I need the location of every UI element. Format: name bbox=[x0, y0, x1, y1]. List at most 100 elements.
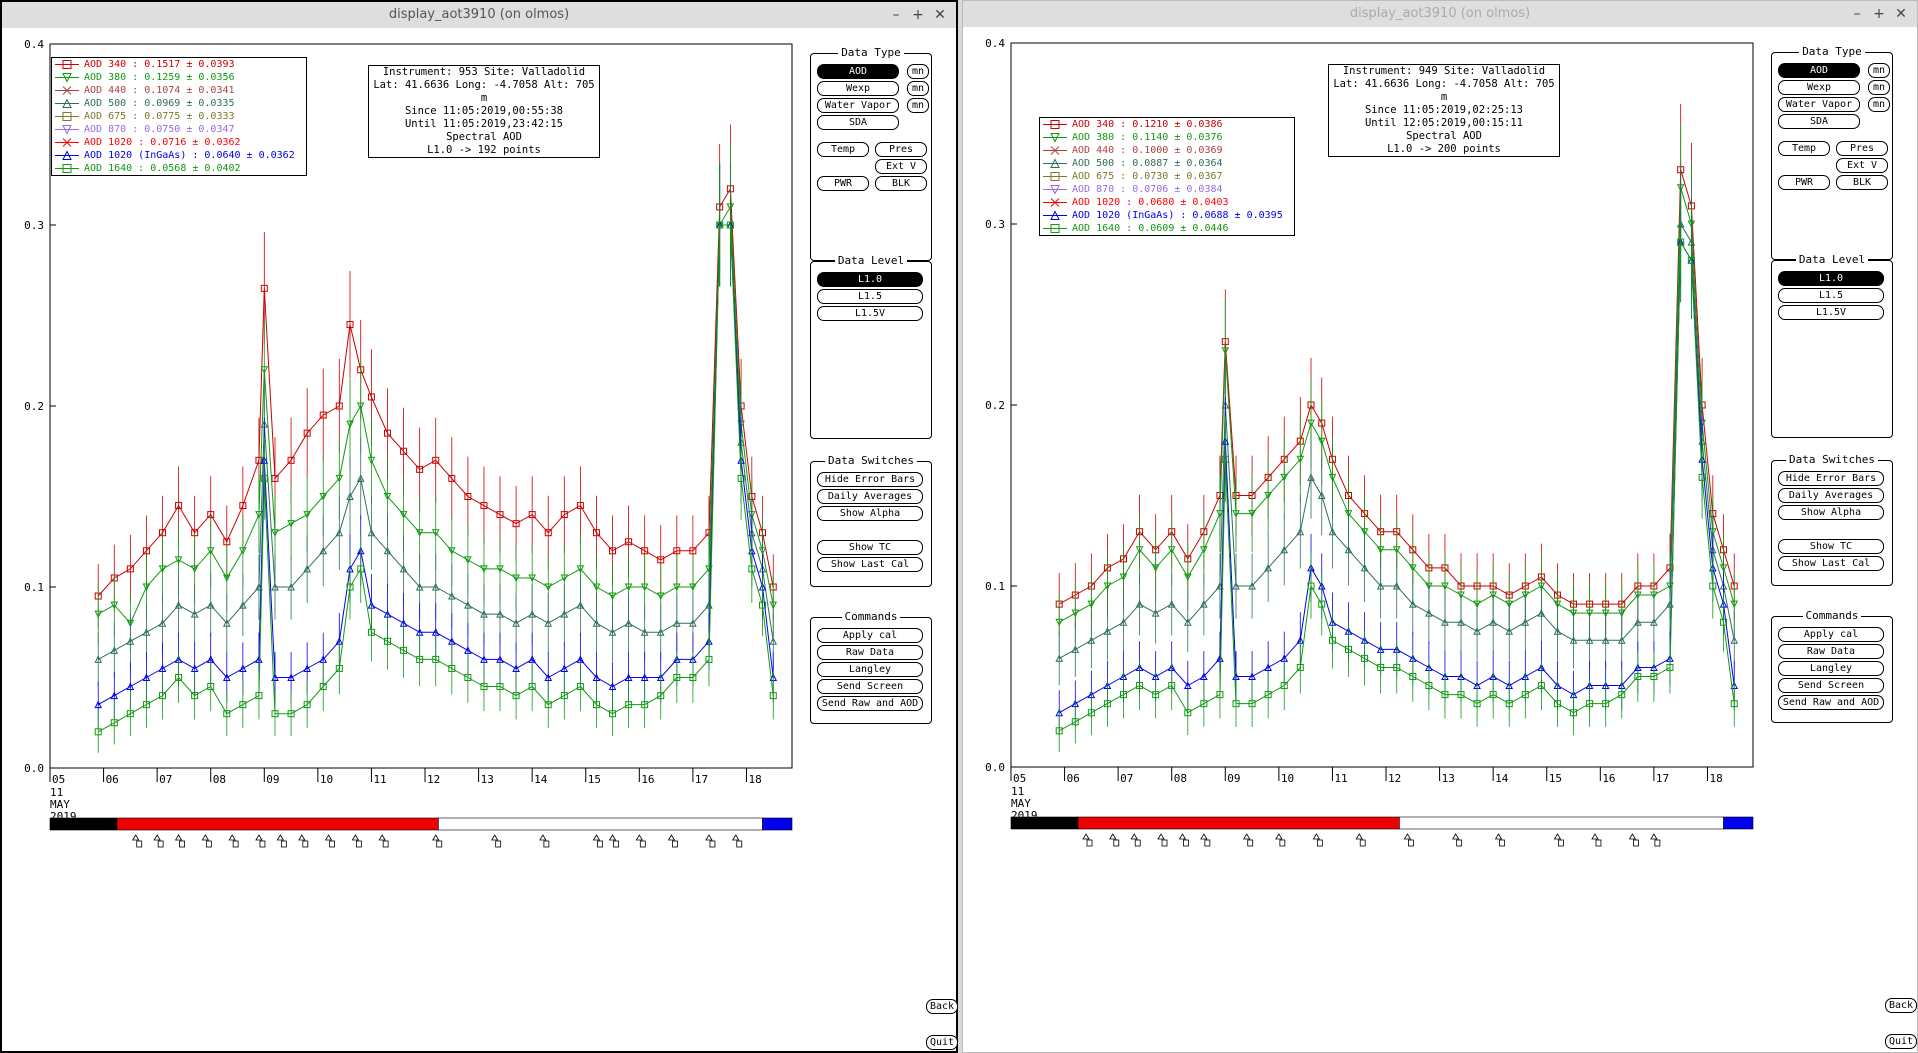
pres-button[interactable]: Pres bbox=[1836, 141, 1888, 156]
wexp-mn-button[interactable]: mn bbox=[907, 81, 929, 96]
sda-button[interactable]: SDA bbox=[817, 115, 899, 130]
langley-button[interactable]: Langley bbox=[1778, 661, 1884, 676]
event-marker bbox=[1451, 833, 1460, 840]
data-point bbox=[1232, 700, 1240, 708]
level-l10-button[interactable]: L1.0 bbox=[1778, 271, 1884, 286]
x-tick-label: 06 bbox=[106, 773, 119, 786]
data-point bbox=[287, 582, 295, 591]
maximize-icon[interactable]: + bbox=[912, 7, 924, 23]
data-point bbox=[1050, 198, 1060, 207]
data-point bbox=[432, 456, 440, 464]
data-point bbox=[384, 637, 392, 645]
sda-button[interactable]: SDA bbox=[1778, 114, 1860, 129]
temp-button[interactable]: Temp bbox=[1778, 141, 1830, 156]
data-point bbox=[346, 321, 354, 329]
timeline-segment bbox=[1077, 816, 1400, 830]
apply-cal-button[interactable]: Apply cal bbox=[1778, 627, 1884, 642]
x-tick-label: 12 bbox=[427, 773, 440, 786]
water-vapor-button[interactable]: Water Vapor bbox=[817, 98, 899, 113]
data-point bbox=[303, 664, 311, 672]
event-marker bbox=[1558, 839, 1564, 847]
info-coords: Lat: 41.6636 Long: -4.7058 Alt: 705 m bbox=[373, 79, 595, 104]
event-marker bbox=[1183, 839, 1189, 847]
event-marker bbox=[1312, 833, 1321, 840]
send-screen-button[interactable]: Send Screen bbox=[817, 679, 923, 694]
show-last-cal-button[interactable]: Show Last Cal bbox=[1778, 556, 1884, 571]
data-point bbox=[1216, 691, 1224, 699]
data-point bbox=[1602, 700, 1610, 708]
wexp-button[interactable]: Wexp bbox=[1778, 80, 1860, 95]
back-button[interactable]: Back bbox=[1885, 998, 1918, 1013]
aod-mn-button[interactable]: mn bbox=[907, 64, 929, 79]
data-point bbox=[1103, 627, 1112, 635]
pwr-button[interactable]: PWR bbox=[817, 176, 869, 191]
apply-cal-button[interactable]: Apply cal bbox=[817, 628, 923, 643]
blk-button[interactable]: BLK bbox=[875, 176, 927, 191]
raw-data-button[interactable]: Raw Data bbox=[817, 645, 923, 660]
data-point bbox=[1634, 673, 1642, 680]
show-alpha-button[interactable]: Show Alpha bbox=[1778, 505, 1884, 520]
aod-button[interactable]: AOD bbox=[1778, 63, 1860, 78]
back-button[interactable]: Back bbox=[926, 999, 959, 1014]
timeline-segment bbox=[1399, 816, 1724, 830]
wexp-button[interactable]: Wexp bbox=[817, 81, 899, 96]
daily-averages-button[interactable]: Daily Averages bbox=[1778, 488, 1884, 503]
data-point bbox=[142, 673, 151, 681]
aod-button[interactable]: AOD bbox=[817, 64, 899, 79]
data-point bbox=[496, 610, 504, 618]
right-titlebar[interactable]: display_aot3910 (on olmos) – + ✕ bbox=[963, 1, 1917, 27]
quit-button[interactable]: Quit bbox=[1885, 1034, 1918, 1049]
extv-button[interactable]: Ext V bbox=[1836, 158, 1888, 173]
quit-button[interactable]: Quit bbox=[926, 1035, 959, 1050]
data-point bbox=[1634, 618, 1642, 626]
data-point bbox=[528, 574, 536, 583]
minimize-icon[interactable]: – bbox=[1853, 6, 1861, 22]
close-icon[interactable]: ✕ bbox=[1895, 6, 1907, 22]
aod-mn-button[interactable]: mn bbox=[1868, 63, 1890, 78]
level-l15-button[interactable]: L1.5 bbox=[1778, 288, 1884, 303]
pres-button[interactable]: Pres bbox=[875, 142, 927, 157]
left-aod-chart: 0.0 0.1 0.2 0.3 0.4 05 06 07 08 09 10 11 12 13 14 15 16 1… bbox=[24, 38, 793, 848]
data-point bbox=[303, 701, 311, 709]
maximize-icon[interactable]: + bbox=[1873, 6, 1885, 22]
minimize-icon[interactable]: – bbox=[892, 7, 900, 23]
show-tc-button[interactable]: Show TC bbox=[1778, 539, 1884, 554]
water-vapor-button[interactable]: Water Vapor bbox=[1778, 97, 1860, 112]
send-screen-button[interactable]: Send Screen bbox=[1778, 678, 1884, 693]
data-point bbox=[1071, 645, 1080, 653]
blk-button[interactable]: BLK bbox=[1836, 175, 1888, 190]
raw-data-button[interactable]: Raw Data bbox=[1778, 644, 1884, 659]
show-alpha-button[interactable]: Show Alpha bbox=[817, 506, 923, 521]
x-tick-label: 16 bbox=[1602, 772, 1615, 785]
left-titlebar[interactable]: display_aot3910 (on olmos) – + ✕ bbox=[2, 2, 956, 28]
send-raw-aod-button[interactable]: Send Raw and AOD bbox=[817, 696, 923, 711]
data-point bbox=[126, 710, 134, 718]
data-point bbox=[1505, 600, 1514, 609]
water-mn-button[interactable]: mn bbox=[1868, 97, 1890, 112]
data-point bbox=[1376, 546, 1385, 554]
close-icon[interactable]: ✕ bbox=[934, 7, 946, 23]
pwr-button[interactable]: PWR bbox=[1778, 175, 1830, 190]
level-l15-button[interactable]: L1.5 bbox=[817, 289, 923, 304]
show-last-cal-button[interactable]: Show Last Cal bbox=[817, 557, 923, 572]
data-point bbox=[560, 574, 569, 583]
y-tick-label: 0.1 bbox=[24, 581, 44, 594]
water-mn-button[interactable]: mn bbox=[907, 98, 929, 113]
wexp-mn-button[interactable]: mn bbox=[1868, 80, 1890, 95]
level-l15v-button[interactable]: L1.5V bbox=[1778, 305, 1884, 320]
daily-averages-button[interactable]: Daily Averages bbox=[817, 489, 923, 504]
langley-button[interactable]: Langley bbox=[817, 662, 923, 677]
legend-swatch bbox=[55, 150, 79, 160]
data-point bbox=[175, 674, 183, 681]
level-l10-button[interactable]: L1.0 bbox=[817, 272, 923, 287]
hide-error-bars-button[interactable]: Hide Error Bars bbox=[817, 472, 923, 487]
extv-button[interactable]: Ext V bbox=[875, 159, 927, 174]
data-point bbox=[480, 502, 488, 510]
x-date-label: 11 bbox=[50, 786, 63, 799]
show-tc-button[interactable]: Show TC bbox=[817, 540, 923, 555]
data-point bbox=[158, 619, 167, 627]
level-l15v-button[interactable]: L1.5V bbox=[817, 306, 923, 321]
send-raw-aod-button[interactable]: Send Raw and AOD bbox=[1778, 695, 1884, 710]
hide-error-bars-button[interactable]: Hide Error Bars bbox=[1778, 471, 1884, 486]
temp-button[interactable]: Temp bbox=[817, 142, 869, 157]
